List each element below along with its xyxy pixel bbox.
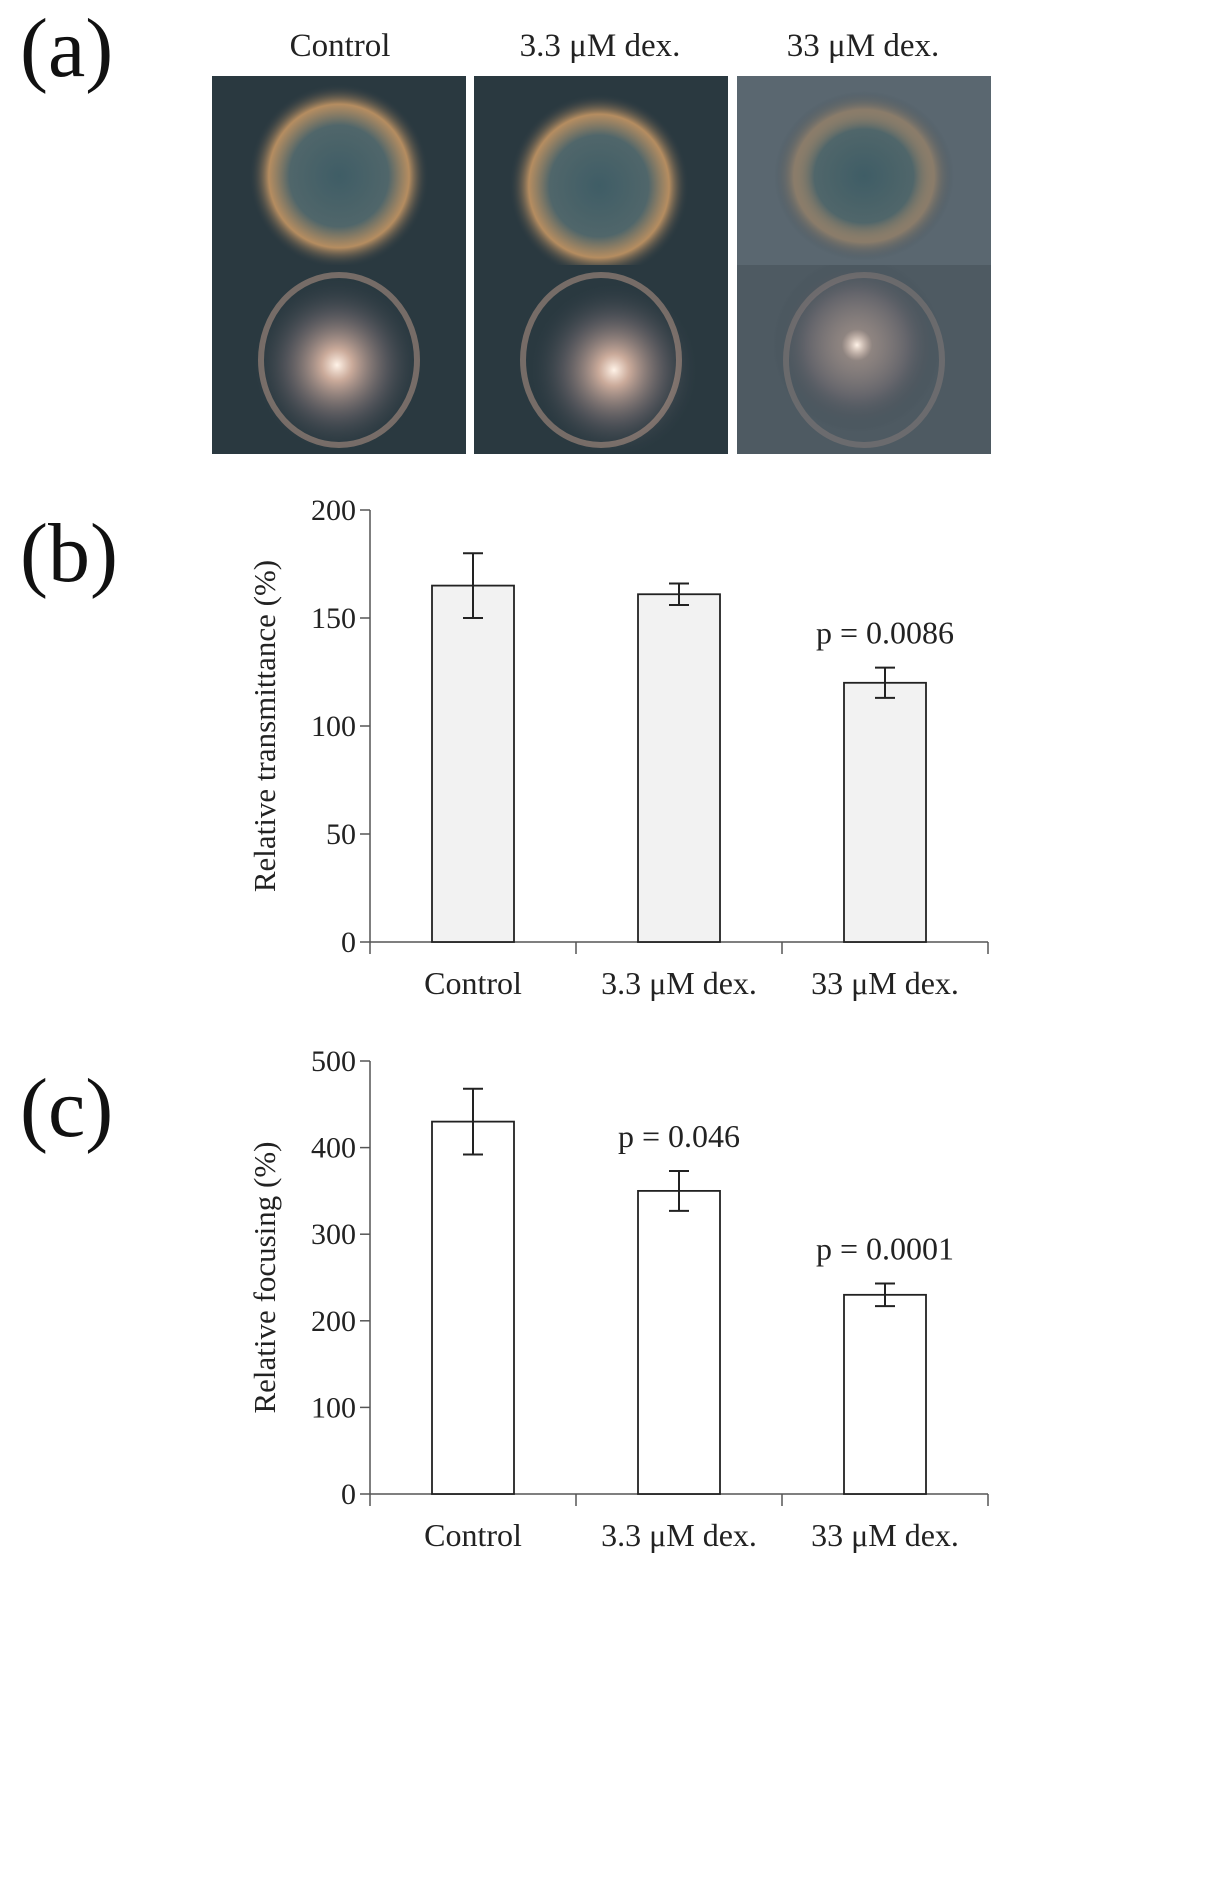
p-value-annotation: p = 0.0001	[816, 1231, 954, 1267]
bar	[431, 1120, 515, 1495]
bar	[637, 1189, 721, 1495]
transmittance-bar-chart: 0 50 100 150 200 Relative transmittance (%) Co…	[247, 494, 989, 1001]
y-axis-label: Relative focusing (%)	[247, 1141, 282, 1413]
lens-image-33-dex	[737, 76, 991, 265]
y-tick-label: 500	[311, 1045, 356, 1078]
focus-image-3-3-dex	[474, 265, 728, 454]
focus-image-control	[212, 265, 466, 454]
bar	[637, 593, 721, 943]
y-tick-label: 100	[311, 1391, 356, 1424]
y-axis-label: Relative transmittance (%)	[247, 560, 282, 892]
lens-image-control	[212, 76, 466, 265]
x-tick-label: Control	[424, 965, 522, 1001]
y-tick-label: 0	[341, 926, 356, 959]
y-tick-label: 150	[311, 602, 356, 635]
x-tick-label: 3.3 μM dex.	[601, 965, 757, 1001]
x-tick-label: 33 μM dex.	[811, 1517, 959, 1553]
x-tick-label: 3.3 μM dex.	[601, 1517, 757, 1553]
focus-image-33-dex	[737, 265, 991, 454]
p-value-annotation: p = 0.046	[618, 1118, 740, 1154]
y-tick-label: 300	[311, 1218, 356, 1251]
panel-c-letter: (c)	[20, 1062, 114, 1155]
x-tick-label: Control	[424, 1517, 522, 1553]
x-tick-label: 33 μM dex.	[811, 965, 959, 1001]
y-tick-label: 0	[341, 1478, 356, 1511]
y-tick-label: 200	[311, 1305, 356, 1338]
y-tick-label: 400	[311, 1132, 356, 1165]
p-value-annotation: p = 0.0086	[816, 615, 954, 651]
panel-b-letter: (b)	[20, 507, 118, 600]
column-label-3-3-dex: 3.3 μM dex.	[519, 28, 681, 64]
column-label-control: Control	[289, 28, 391, 64]
bar	[843, 681, 927, 943]
y-tick-label: 200	[311, 494, 356, 527]
bar	[843, 1293, 927, 1495]
column-label-33-dex: 33 μM dex.	[786, 28, 940, 64]
panel-a-letter: (a)	[20, 2, 114, 95]
lens-image-3-3-dex	[474, 76, 728, 265]
y-tick-label: 50	[326, 818, 356, 851]
y-tick-label: 100	[311, 710, 356, 743]
focusing-bar-chart: 0 100 200 300 400 500 Relative focusing (%) Con…	[247, 1045, 989, 1553]
bar	[431, 584, 515, 943]
